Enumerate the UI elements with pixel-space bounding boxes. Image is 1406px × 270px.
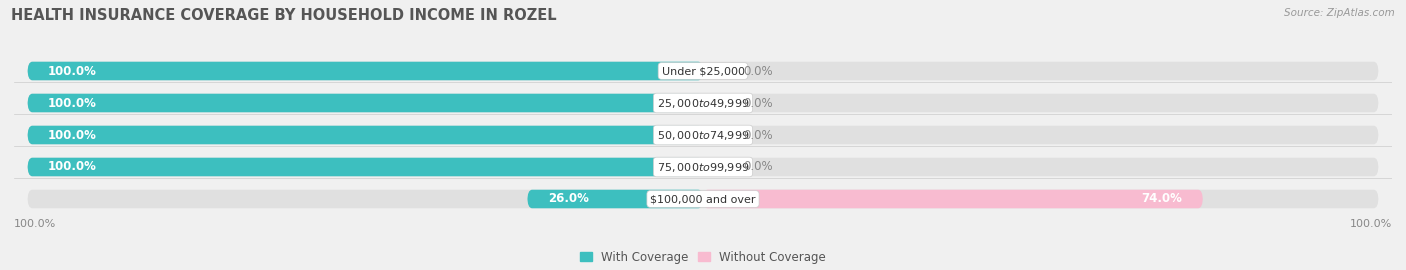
Text: 26.0%: 26.0% [548,193,589,205]
Text: 100.0%: 100.0% [14,219,56,229]
Text: Under $25,000: Under $25,000 [661,66,745,76]
FancyBboxPatch shape [28,158,1378,176]
Text: 0.0%: 0.0% [744,96,773,110]
Text: 100.0%: 100.0% [48,65,97,77]
FancyBboxPatch shape [28,62,703,80]
FancyBboxPatch shape [28,190,1378,208]
FancyBboxPatch shape [28,158,703,176]
Text: 0.0%: 0.0% [744,129,773,141]
Text: 74.0%: 74.0% [1142,193,1182,205]
Text: 0.0%: 0.0% [744,160,773,174]
Text: $25,000 to $49,999: $25,000 to $49,999 [657,96,749,110]
Legend: With Coverage, Without Coverage: With Coverage, Without Coverage [579,251,827,264]
Text: $50,000 to $74,999: $50,000 to $74,999 [657,129,749,141]
FancyBboxPatch shape [703,190,1202,208]
Text: 100.0%: 100.0% [48,160,97,174]
FancyBboxPatch shape [28,94,1378,112]
FancyBboxPatch shape [28,126,1378,144]
FancyBboxPatch shape [28,126,703,144]
Text: $100,000 and over: $100,000 and over [650,194,756,204]
Text: 100.0%: 100.0% [1350,219,1392,229]
Text: 100.0%: 100.0% [48,129,97,141]
Text: 100.0%: 100.0% [48,96,97,110]
Text: Source: ZipAtlas.com: Source: ZipAtlas.com [1284,8,1395,18]
Text: HEALTH INSURANCE COVERAGE BY HOUSEHOLD INCOME IN ROZEL: HEALTH INSURANCE COVERAGE BY HOUSEHOLD I… [11,8,557,23]
FancyBboxPatch shape [527,190,703,208]
FancyBboxPatch shape [28,62,1378,80]
Text: $75,000 to $99,999: $75,000 to $99,999 [657,160,749,174]
FancyBboxPatch shape [28,94,703,112]
Text: 0.0%: 0.0% [744,65,773,77]
